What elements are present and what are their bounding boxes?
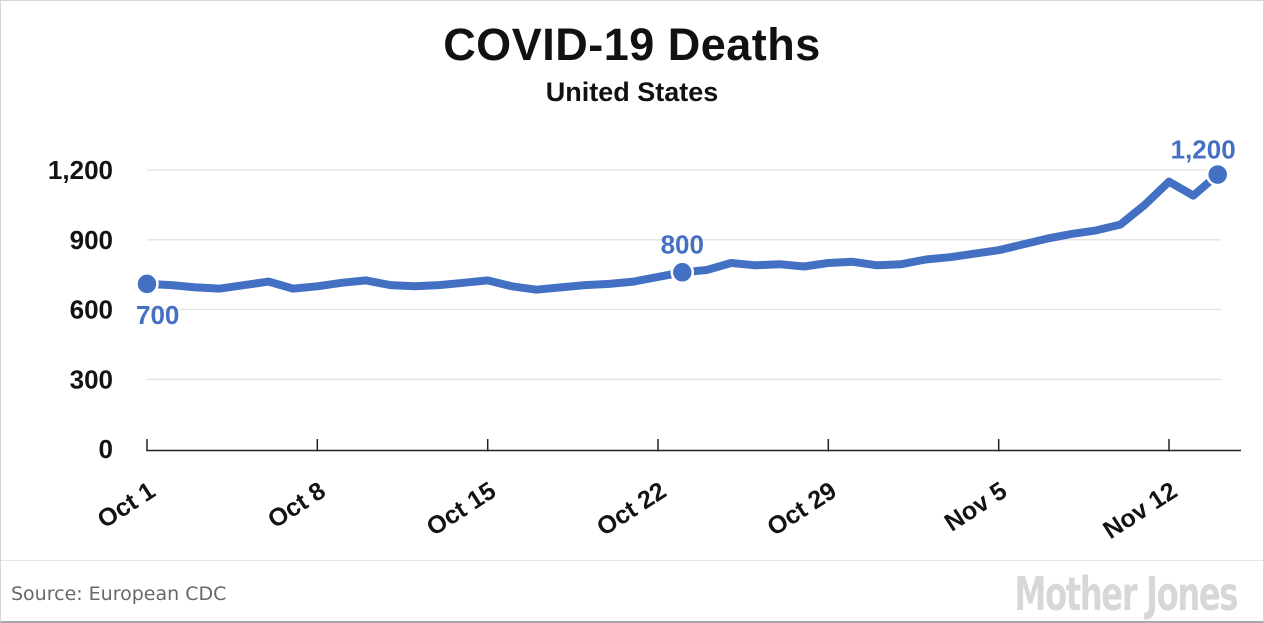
x-axis-label: Oct 1 [93, 477, 161, 535]
x-axis-label: Oct 22 [592, 477, 671, 542]
data-point-marker [135, 272, 159, 296]
y-axis-label: 900 [70, 225, 113, 255]
y-axis-label: 300 [70, 364, 113, 394]
source-label: Source: [11, 583, 83, 605]
data-point-label: 1,200 [1171, 135, 1236, 165]
x-axis-label: Nov 12 [1098, 477, 1182, 545]
data-point-label: 800 [661, 229, 704, 259]
y-axis-label: 600 [70, 295, 113, 325]
y-axis-label: 0 [99, 434, 113, 464]
source-note: Source: European CDC [11, 583, 226, 605]
x-axis-label: Oct 29 [762, 477, 841, 542]
chart-footer: Source: European CDC Mother Jones [1, 560, 1263, 621]
motherjones-logo: Mother Jones [1014, 567, 1238, 621]
source-value: European CDC [88, 583, 227, 605]
x-axis-label: Oct 15 [422, 477, 501, 542]
data-point-marker [1205, 162, 1230, 187]
data-point-label: 700 [136, 300, 179, 330]
chart-subtitle: United States [545, 77, 719, 107]
x-axis-label: Nov 5 [940, 477, 1012, 538]
data-point-marker [670, 260, 695, 285]
chart-title: COVID-19 Deaths [443, 19, 821, 70]
y-axis-label: 1,200 [48, 155, 113, 185]
line-chart: 0 300 600 900 1,200 Oct 1 Oct 8 Oct 15 Oct 22 Oct… [48, 135, 1241, 545]
x-axis-label: Oct 8 [263, 477, 331, 535]
